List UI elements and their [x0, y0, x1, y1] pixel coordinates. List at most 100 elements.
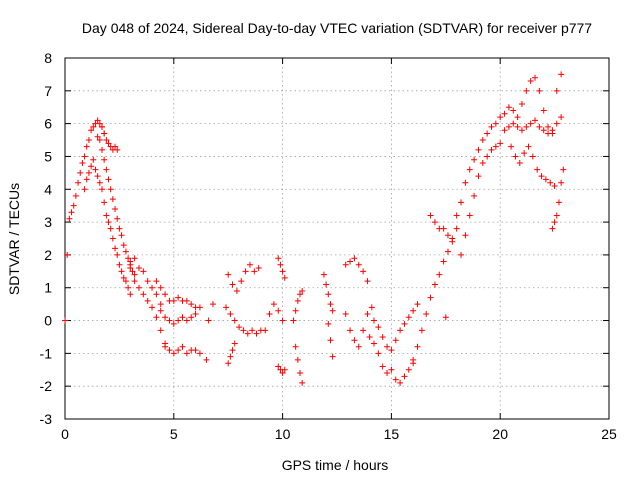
data-point [414, 301, 421, 308]
data-point [471, 156, 478, 163]
y-tick-label: 5 [44, 148, 52, 164]
data-point [157, 307, 164, 314]
data-point [538, 173, 545, 180]
data-point [397, 379, 404, 386]
data-point [175, 317, 182, 324]
data-point [351, 255, 358, 262]
data-series [203, 301, 216, 363]
data-point [114, 251, 121, 258]
data-point [534, 166, 541, 173]
data-point [379, 363, 386, 370]
data-point [227, 353, 234, 360]
y-tick-label: -1 [40, 345, 53, 361]
data-point [549, 127, 556, 134]
data-point [540, 107, 547, 114]
y-tick-label: 7 [44, 83, 52, 99]
data-point [290, 317, 297, 324]
data-point [246, 261, 253, 268]
data-point [127, 291, 134, 298]
data-series [325, 320, 336, 360]
data-point [188, 301, 195, 308]
data-point [149, 284, 156, 291]
data-point [101, 156, 108, 163]
data-point [514, 123, 521, 130]
data-point [462, 179, 469, 186]
data-point [423, 310, 430, 317]
data-point [225, 271, 232, 278]
data-point [427, 294, 434, 301]
data-point [129, 268, 136, 275]
tick-labels: 0 5 10 15 20 25 -3 -2 -1 0 1 2 3 4 5 6 7 8 [40, 50, 617, 442]
data-point [109, 235, 116, 242]
data-point [529, 153, 536, 160]
data-point [240, 327, 247, 334]
data-point [179, 343, 186, 350]
data-point [242, 268, 249, 275]
data-series [501, 114, 565, 137]
data-point [553, 212, 560, 219]
data-series [366, 333, 417, 386]
data-point [262, 327, 269, 334]
x-tick-label: 10 [275, 426, 291, 442]
plot-frame [64, 57, 610, 420]
data-point [79, 160, 86, 167]
data-point [122, 248, 129, 255]
data-point [379, 333, 386, 340]
data-point [140, 268, 147, 275]
data-point [553, 120, 560, 127]
data-point [329, 353, 336, 360]
data-point [540, 127, 547, 134]
data-point [299, 288, 306, 295]
data-point [532, 74, 539, 81]
data-point [281, 274, 288, 281]
data-point [135, 265, 142, 272]
data-point [392, 337, 399, 344]
data-point [175, 294, 182, 301]
data-point [253, 330, 260, 337]
data-series [501, 71, 565, 137]
data-point [94, 117, 101, 124]
data-point [384, 343, 391, 350]
y-tick-label: 4 [44, 181, 52, 197]
data-point [170, 297, 177, 304]
data-point [458, 199, 465, 206]
data-point [275, 307, 282, 314]
data-point [231, 317, 238, 324]
data-point [453, 212, 460, 219]
data-point [238, 278, 245, 285]
data-point [388, 347, 395, 354]
data-point [512, 153, 519, 160]
data-point [370, 340, 377, 347]
data-point [466, 166, 473, 173]
data-series [453, 114, 504, 219]
data-point [560, 166, 567, 173]
x-tick-label: 5 [170, 426, 178, 442]
data-point [492, 120, 499, 127]
data-series [275, 255, 288, 281]
data-point [103, 212, 110, 219]
data-point [72, 192, 79, 199]
data-point [68, 209, 75, 216]
data-point [179, 314, 186, 321]
data-point [323, 281, 330, 288]
data-point [166, 347, 173, 354]
data-point [492, 143, 499, 150]
data-point [107, 186, 114, 193]
data-point [442, 314, 449, 321]
data-point [98, 123, 105, 130]
data-point [144, 297, 151, 304]
data-point [233, 288, 240, 295]
data-point [297, 291, 304, 298]
data-point [294, 356, 301, 363]
data-series [225, 261, 262, 295]
data-point [364, 278, 371, 285]
data-point [153, 291, 160, 298]
data-point [547, 179, 554, 186]
axis-ticks [64, 57, 610, 420]
data-point [103, 137, 110, 144]
data-series [275, 363, 288, 377]
y-tick-label: 0 [44, 313, 52, 329]
data-point [183, 297, 190, 304]
data-point [427, 212, 434, 219]
data-point [175, 347, 182, 354]
